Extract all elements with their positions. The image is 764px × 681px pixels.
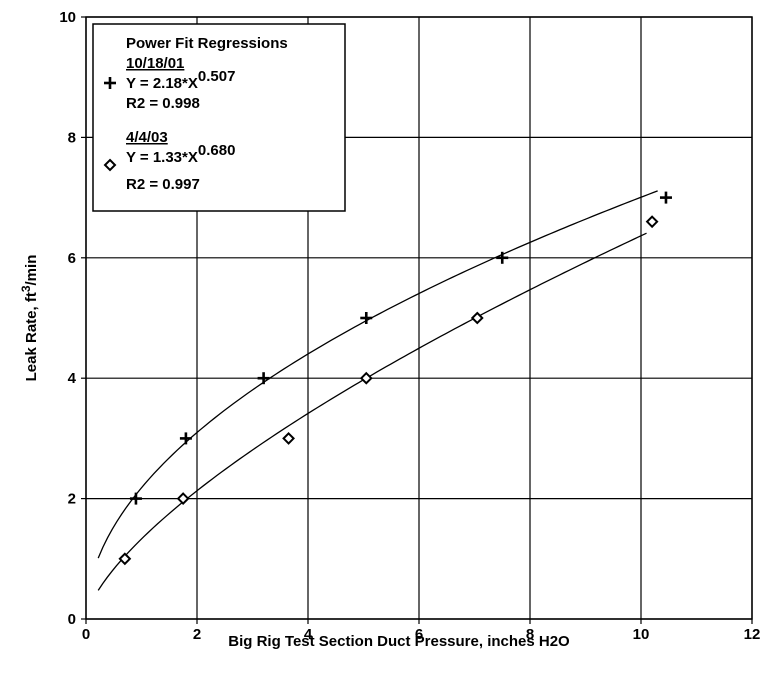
data-point-plus [129, 492, 142, 505]
legend-r2: R2 = 0.998 [126, 95, 200, 112]
y-tick-label: 0 [68, 611, 76, 628]
x-tick-label: 8 [526, 626, 534, 643]
data-point-plus [496, 251, 509, 264]
legend-entry-label: 10/18/01 [126, 55, 184, 72]
y-axis-title-tail: /min [23, 255, 40, 286]
fit-curve [97, 232, 647, 591]
y-axis-title: Leak Rate, ft3/min [19, 255, 40, 382]
data-point-diamond [118, 552, 132, 566]
x-tick-label: 12 [744, 626, 761, 643]
legend-diamond-marker [103, 158, 117, 172]
data-markers [118, 191, 672, 566]
y-tick-label: 4 [68, 370, 77, 387]
x-tick-label: 0 [82, 626, 90, 643]
legend-diamond-glyph [103, 158, 117, 172]
y-tick-label: 6 [68, 250, 76, 267]
data-point-plus [360, 312, 373, 324]
legend-equation-exponent: 0.680 [198, 142, 236, 159]
y-tick-label: 10 [59, 9, 76, 26]
data-point-diamond [470, 311, 484, 325]
data-point-plus [179, 432, 192, 445]
legend-plus-glyph [104, 77, 116, 89]
y-tick-label: 2 [68, 491, 76, 508]
legend-equation-exponent: 0.507 [198, 68, 236, 85]
legend-equation: Y = 1.33*X0.680 [126, 142, 235, 166]
legend-equation-main: Y = 2.18*X [126, 75, 198, 92]
legend-plus-marker [104, 77, 116, 89]
data-point-diamond [359, 371, 373, 385]
data-point-diamond [176, 492, 190, 506]
legend-title: Power Fit Regressions [126, 35, 288, 52]
y-axis-title-sup: 3 [19, 285, 33, 292]
x-tick-label: 2 [193, 626, 201, 643]
fit-curves [97, 190, 658, 591]
legend-equation: Y = 2.18*X0.507 [126, 68, 235, 92]
legend-box [92, 23, 346, 212]
legend-entry-label: 4/4/03 [126, 129, 168, 146]
x-tick-label: 10 [633, 626, 650, 643]
x-tick-label: 4 [304, 626, 313, 643]
x-tick-label: 6 [415, 626, 423, 643]
data-point-plus [659, 191, 672, 204]
x-axis-title: Big Rig Test Section Duct Pressure, inch… [228, 633, 570, 650]
data-point-plus [257, 372, 270, 385]
legend-equation-main: Y = 1.33*X [126, 149, 198, 166]
data-point-diamond [282, 431, 295, 445]
y-tick-label: 8 [68, 129, 76, 146]
y-axis-ticks: 0 2 4 6 8 10 [59, 9, 86, 628]
legend-r2: R2 = 0.997 [126, 176, 200, 193]
legend: Power Fit Regressions 10/18/01 Y = 2.18*… [92, 23, 346, 212]
x-axis-ticks: 0 2 4 6 8 10 12 [82, 619, 761, 643]
data-point-diamond [645, 215, 659, 229]
y-axis-title-main: Leak Rate, ft [23, 292, 40, 381]
